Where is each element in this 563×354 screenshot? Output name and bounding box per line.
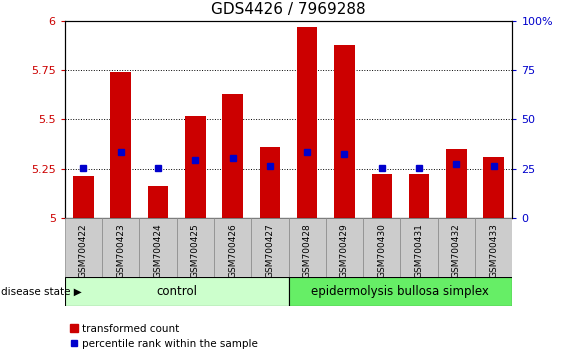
Text: GSM700432: GSM700432 — [452, 223, 461, 278]
Bar — [400, 218, 438, 278]
Bar — [65, 277, 289, 306]
Legend: transformed count, percentile rank within the sample: transformed count, percentile rank withi… — [70, 324, 258, 349]
Bar — [409, 175, 430, 218]
Text: control: control — [156, 285, 197, 298]
Bar — [289, 218, 326, 278]
Bar — [260, 147, 280, 218]
Bar — [214, 218, 251, 278]
Text: GSM700424: GSM700424 — [154, 223, 163, 278]
Text: epidermolysis bullosa simplex: epidermolysis bullosa simplex — [311, 285, 489, 298]
Bar — [326, 218, 363, 278]
Bar — [289, 277, 512, 306]
Bar — [372, 175, 392, 218]
Text: disease state ▶: disease state ▶ — [1, 287, 82, 297]
Bar — [148, 186, 168, 218]
Bar — [110, 72, 131, 218]
Text: GSM700429: GSM700429 — [340, 223, 349, 278]
Bar — [140, 218, 177, 278]
Text: GSM700430: GSM700430 — [377, 223, 386, 278]
Bar — [297, 27, 318, 218]
Bar — [73, 176, 93, 218]
Text: GSM700426: GSM700426 — [228, 223, 237, 278]
Bar — [363, 218, 400, 278]
Bar — [185, 115, 205, 218]
Bar — [438, 218, 475, 278]
Bar — [102, 218, 139, 278]
Bar — [65, 218, 102, 278]
Title: GDS4426 / 7969288: GDS4426 / 7969288 — [211, 2, 366, 17]
Text: GSM700427: GSM700427 — [265, 223, 274, 278]
Text: GSM700422: GSM700422 — [79, 223, 88, 278]
Text: GSM700428: GSM700428 — [303, 223, 312, 278]
Text: GSM700433: GSM700433 — [489, 223, 498, 278]
Text: GSM700431: GSM700431 — [414, 223, 423, 278]
Text: GSM700423: GSM700423 — [116, 223, 125, 278]
Bar — [251, 218, 288, 278]
Bar — [484, 157, 504, 218]
Bar — [222, 94, 243, 218]
Bar — [446, 149, 467, 218]
Bar — [177, 218, 214, 278]
Bar — [475, 218, 512, 278]
Bar — [334, 45, 355, 218]
Text: GSM700425: GSM700425 — [191, 223, 200, 278]
